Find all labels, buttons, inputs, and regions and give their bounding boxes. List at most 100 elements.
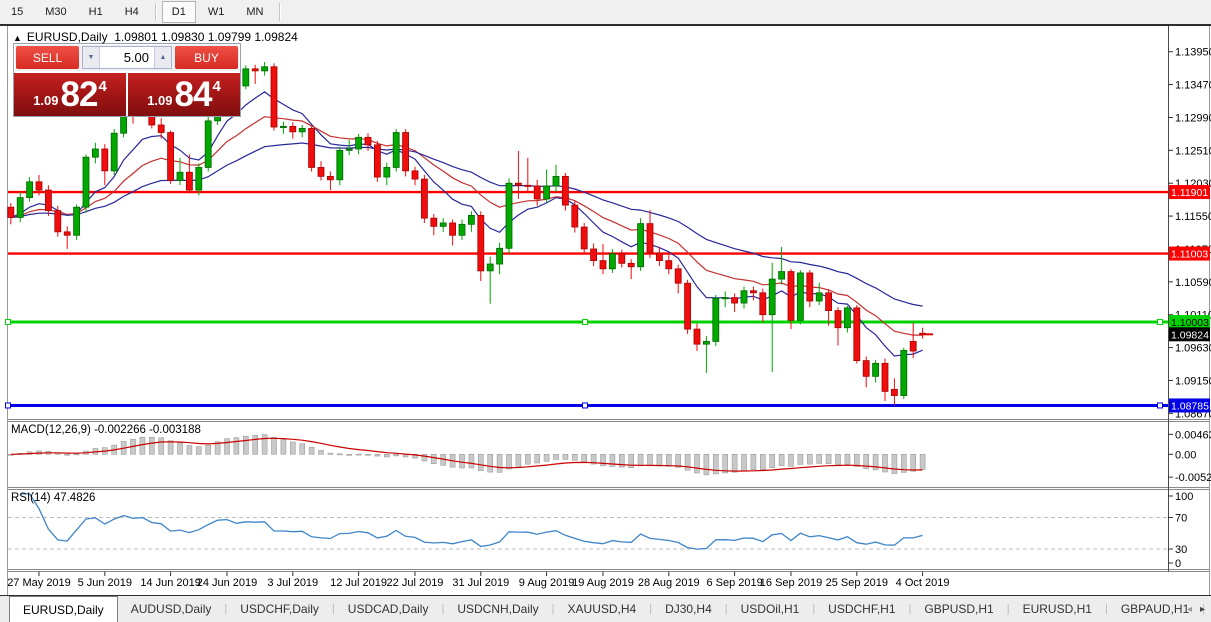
tab-usdchf-h1[interactable]: USDCHF,H1 (828, 602, 896, 616)
tab-separator: | (224, 603, 228, 615)
candle-body (63, 231, 71, 236)
macd-histogram-bar (769, 453, 776, 468)
sell-price[interactable]: 1.09 82 4 (14, 73, 127, 116)
volume-decrease-button[interactable]: ▼ (83, 47, 100, 68)
tab-usdchf-daily[interactable]: USDCHF,Daily (240, 602, 319, 616)
candle-body (787, 271, 795, 321)
macd-histogram-bar (158, 437, 164, 455)
collapse-panel-icon[interactable]: ▲ (13, 33, 22, 43)
macd-histogram-bar (186, 445, 193, 455)
macd-histogram-bar (139, 436, 146, 455)
macd-histogram-bar (524, 453, 531, 465)
macd-histogram-bar (365, 453, 371, 456)
timeframe-w1[interactable]: W1 (207, 6, 225, 18)
date-axis-label: 22 Jul 2019 (387, 577, 444, 589)
candle-body (289, 125, 297, 133)
buy-price[interactable]: 1.09 84 4 (127, 73, 240, 116)
macd-histogram-bar (543, 453, 550, 462)
buy-price-big: 84 (174, 74, 213, 114)
tab-gbpaud-h1[interactable]: GBPAUD,H1 (1120, 602, 1190, 616)
candle-body (430, 217, 438, 227)
date-axis-label: 6 Sep 2019 (706, 577, 762, 589)
tab-dj30-h4[interactable]: DJ30,H4 (665, 602, 712, 616)
macd-histogram-bar (750, 453, 757, 470)
candle-body (618, 253, 626, 264)
date-axis-label: 16 Sep 2019 (760, 577, 822, 589)
line-handle[interactable] (1157, 319, 1163, 326)
macd-histogram-bar (308, 446, 315, 455)
candle-body (740, 290, 748, 304)
candle-body (524, 184, 532, 187)
current-price-chip (1169, 327, 1210, 342)
price-axis-tick-label: 1.12990 (1175, 112, 1211, 124)
tab-gbpusd-h1[interactable]: GBPUSD,H1 (924, 602, 994, 616)
timeframe-15[interactable]: 15 (11, 6, 24, 18)
macd-histogram-bar (882, 453, 888, 473)
line-handle[interactable] (5, 402, 11, 409)
timeframe-mn[interactable]: MN (246, 6, 264, 18)
candle-body (656, 252, 663, 262)
candle-body (336, 149, 344, 181)
candle-body (778, 271, 785, 280)
candle-body (590, 248, 597, 262)
macd-histogram-bar (496, 453, 503, 473)
candle-body (73, 206, 80, 236)
tab-xauusd-h4[interactable]: XAUUSD,H4 (567, 602, 637, 616)
timeframe-d1[interactable]: D1 (161, 1, 196, 23)
chart-window[interactable]: 1.13950 1.13470 1.12990 1.12510 1.12030 1.115… (0, 26, 1211, 595)
macd-histogram-bar (271, 437, 277, 455)
tab-audusd-daily[interactable]: AUDUSD,Daily (130, 602, 212, 616)
macd-axis-tick-label: -0.005299 (1175, 472, 1211, 484)
macd-histogram-bar (618, 453, 625, 468)
volume-increase-button[interactable]: ▲ (154, 47, 171, 68)
macd-axis-tick-label: 0.00 (1175, 449, 1196, 461)
candle-body (251, 68, 259, 72)
tab-usdoil-h1[interactable]: USDOil,H1 (740, 602, 800, 616)
macd-histogram-bar (459, 453, 465, 469)
macd-histogram-bar (647, 453, 653, 467)
candle-body (580, 226, 588, 250)
macd-histogram-bar (609, 453, 616, 467)
macd-histogram-bar (468, 453, 475, 469)
macd-histogram-bar (177, 442, 183, 455)
tab-scroll-right-icon[interactable]: ▸ (1199, 603, 1205, 615)
candle-body (279, 125, 287, 128)
candle-body (909, 341, 917, 352)
tab-usdcnh-daily[interactable]: USDCNH,Daily (457, 602, 539, 616)
tab-eurusd-h1[interactable]: EURUSD,H1 (1022, 602, 1092, 616)
date-axis-label: 25 Sep 2019 (826, 577, 888, 589)
macd-histogram-bar (393, 453, 400, 457)
tab-usdcad-daily[interactable]: USDCAD,Daily (347, 602, 429, 616)
line-handle[interactable] (582, 402, 588, 409)
macd-histogram-bar (919, 453, 926, 470)
macd-histogram-bar (731, 453, 738, 473)
candle-body (571, 204, 579, 228)
tab-scroll-left-icon[interactable]: ◂ (1186, 603, 1192, 615)
tab-eurusd-daily[interactable]: EURUSD,Daily (9, 596, 118, 622)
macd-histogram-bar (553, 453, 559, 460)
candle-body (458, 223, 466, 236)
volume-input[interactable]: 5.00 (100, 47, 154, 68)
date-axis-label: 12 Jul 2019 (330, 577, 387, 589)
candle-body (872, 362, 879, 377)
macd-histogram-bar (825, 453, 832, 464)
candle-body (853, 307, 861, 362)
line-handle[interactable] (1157, 402, 1163, 409)
sell-button[interactable]: SELL (16, 46, 79, 69)
toolbar-separator (154, 3, 156, 21)
tab-usdjp[interactable]: USDJP (1205, 596, 1211, 622)
line-handle[interactable] (582, 319, 588, 326)
macd-histogram-bar (665, 453, 672, 467)
candle-body (552, 175, 560, 187)
candle-body (54, 210, 62, 233)
timeframe-h1[interactable]: H1 (88, 6, 103, 18)
line-handle[interactable] (5, 319, 11, 326)
candle-body (891, 388, 898, 396)
sell-price-small: 1.09 (33, 93, 59, 108)
timeframe-m30[interactable]: M30 (45, 6, 67, 18)
candle-body (731, 297, 738, 304)
macd-histogram-bar (703, 453, 710, 476)
timeframe-h4[interactable]: H4 (124, 6, 139, 18)
buy-button[interactable]: BUY (175, 46, 238, 69)
buy-price-small: 1.09 (147, 93, 173, 108)
